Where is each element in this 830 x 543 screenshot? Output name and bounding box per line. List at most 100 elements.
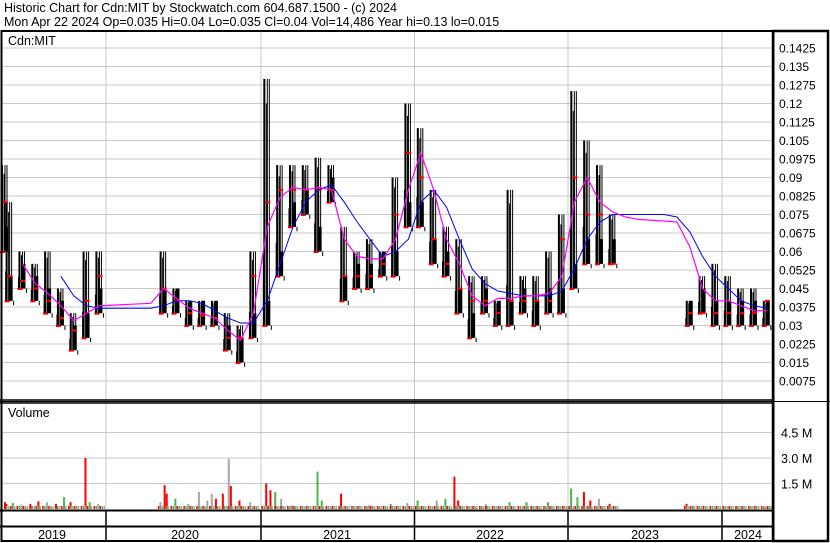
volume-bar <box>198 506 200 509</box>
volume-bar <box>255 506 258 509</box>
volume-bar <box>59 506 61 509</box>
volume-bar <box>6 506 8 509</box>
volume-bar <box>189 506 191 509</box>
volume-bar <box>297 506 299 509</box>
moving-average-long <box>60 184 767 324</box>
volume-bar <box>303 506 306 509</box>
volume-bar <box>238 506 241 509</box>
volume-bar <box>274 492 277 509</box>
volume-bar <box>22 506 25 509</box>
volume-bar <box>8 506 10 509</box>
volume-bar <box>244 506 247 509</box>
volume-bar <box>269 490 272 509</box>
volume-bar <box>16 506 19 509</box>
volume-bar <box>211 506 213 509</box>
volume-bar <box>291 506 293 509</box>
volume-bar <box>223 506 226 509</box>
volume-bar <box>86 506 89 509</box>
volume-bar <box>271 506 273 509</box>
volume-bar <box>582 492 585 509</box>
volume-bar <box>67 506 70 509</box>
volume-bar <box>282 506 284 509</box>
volume-bar <box>31 506 33 509</box>
volume-bar <box>435 500 438 509</box>
volume-bar <box>176 506 179 509</box>
volume-bar <box>185 506 187 509</box>
volume-bar <box>284 506 286 509</box>
volume-bar <box>287 506 289 509</box>
volume-bar <box>183 506 185 509</box>
volume-bar <box>229 506 232 509</box>
volume-bar <box>209 506 211 509</box>
volume-bar <box>316 471 319 509</box>
volume-bar <box>278 506 280 509</box>
volume-bar <box>180 506 183 509</box>
volume-bar <box>340 493 343 509</box>
volume-bar <box>33 506 35 509</box>
volume-bar <box>265 483 268 509</box>
volume-bar <box>225 506 228 509</box>
volume-bar <box>242 506 245 509</box>
volume-bar <box>84 458 87 509</box>
volume-bar <box>570 488 573 509</box>
quote-summary: Mon Apr 22 2024 Op=0.035 Hi=0.04 Lo=0.03… <box>4 15 500 29</box>
volume-bar <box>597 498 600 509</box>
volume-bar <box>42 506 44 509</box>
volume-bar <box>75 506 78 509</box>
volume-bar <box>525 502 528 509</box>
volume-bar <box>80 506 83 509</box>
volume-bar <box>35 506 37 509</box>
volume-bar <box>84 506 87 509</box>
volume-bar <box>161 506 164 509</box>
volume-bar <box>69 502 72 509</box>
volume-bar <box>193 506 195 509</box>
volume-bar <box>37 501 40 509</box>
volume-bar <box>46 502 49 509</box>
volume-bar <box>508 502 511 509</box>
volume-bar <box>240 506 243 509</box>
volume-bar <box>174 498 177 509</box>
volume-bar <box>234 506 237 509</box>
volume-bar <box>95 506 98 509</box>
volume-bar <box>210 493 213 509</box>
volume-bar <box>453 476 456 509</box>
volume-bar <box>170 506 173 509</box>
volume-bar <box>309 506 312 509</box>
volume-bar <box>77 506 80 509</box>
chart-title: Historic Chart for Cdn:MIT by Stockwatch… <box>4 1 397 15</box>
volume-bar <box>274 506 276 509</box>
volume-bar <box>48 506 50 509</box>
volume-bar <box>202 506 204 509</box>
volume-bar <box>99 506 102 509</box>
volume-bar <box>63 497 66 509</box>
volume-bar <box>165 493 168 509</box>
volume-bar <box>546 502 549 509</box>
volume-bar <box>295 506 297 509</box>
volume-bar <box>172 506 175 509</box>
volume-bar <box>29 506 31 509</box>
volume-bar <box>26 506 29 509</box>
volume-bar <box>101 506 104 509</box>
volume-bar <box>280 506 282 509</box>
volume-bar <box>88 506 91 509</box>
volume-bar <box>206 500 209 509</box>
volume-bar <box>265 506 267 509</box>
volume-bar <box>253 506 256 509</box>
volume-bar <box>37 506 39 509</box>
volume-bar <box>103 506 106 509</box>
volume-bar <box>215 506 217 509</box>
volume-bar <box>12 506 14 509</box>
volume-bar <box>57 506 59 509</box>
volume-bar <box>457 500 460 509</box>
volume-bar <box>227 458 230 509</box>
volume-bar <box>267 506 269 509</box>
volume-bar <box>293 506 295 509</box>
volume-bar <box>276 506 278 509</box>
volume-bar <box>24 506 27 509</box>
volume-bar <box>263 506 265 509</box>
volume-bar <box>213 506 215 509</box>
volume-bar <box>165 506 168 509</box>
volume-bar <box>214 498 217 509</box>
volume-bar <box>231 506 234 509</box>
